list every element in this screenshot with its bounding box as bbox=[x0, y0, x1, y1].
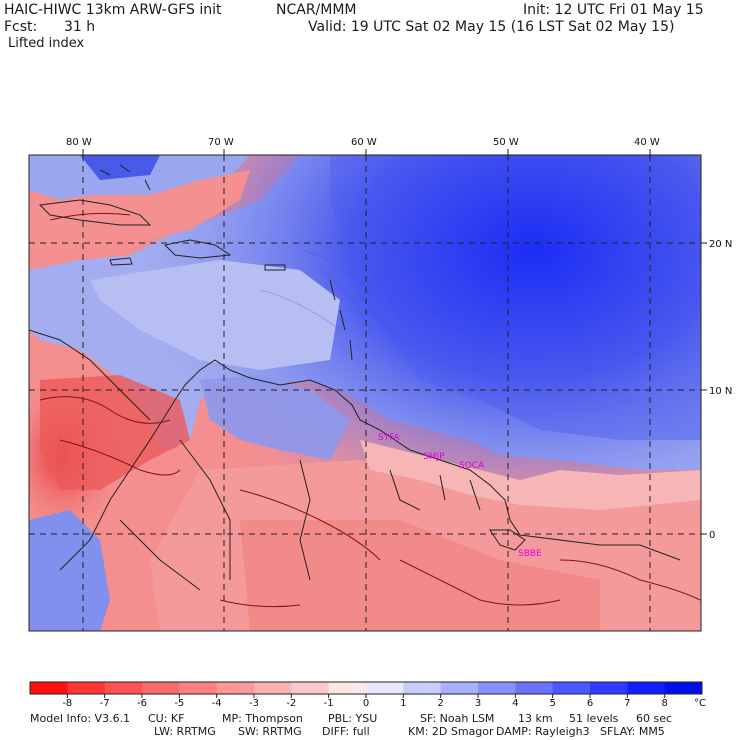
coastlines bbox=[29, 164, 681, 591]
footer-line-1: Model Info: V3.6.1 CU: KF MP: Thompson PBL:… bbox=[30, 712, 672, 725]
km-option: KM: 2D Smagor bbox=[408, 725, 494, 738]
colorbar-label: 5 bbox=[549, 698, 555, 709]
colorbar-swatch bbox=[440, 682, 479, 694]
colorbar-swatch bbox=[104, 682, 143, 694]
colorbar-label: -1 bbox=[324, 698, 334, 709]
colorbar-swatch bbox=[627, 682, 666, 694]
vertical-levels: 51 levels bbox=[569, 712, 619, 725]
lifted-index-field bbox=[29, 155, 701, 631]
colorbar-swatch bbox=[216, 682, 255, 694]
colorbar-label: 6 bbox=[587, 698, 593, 709]
pbl-scheme: PBL: YSU bbox=[328, 712, 378, 725]
map-frame bbox=[28, 154, 702, 632]
colorbar-label: -3 bbox=[249, 698, 259, 709]
graticule bbox=[29, 155, 701, 631]
model-info: Model Info: V3.6.1 bbox=[30, 712, 131, 725]
model-title: HAIC-HIWC 13km ARW-GFS init bbox=[4, 2, 222, 18]
damp-option: DAMP: Rayleigh3 bbox=[496, 725, 590, 738]
station-soca: SOCA bbox=[459, 461, 485, 471]
valid-time: Valid: 19 UTC Sat 02 May 15 (16 LST Sat … bbox=[308, 19, 675, 35]
lon-label-50w: 50 W bbox=[493, 137, 519, 148]
colorbar-swatch bbox=[664, 682, 703, 694]
colorbar-label: 0 bbox=[363, 698, 369, 709]
colorbar-label: -7 bbox=[100, 698, 110, 709]
colorbar-label: -4 bbox=[212, 698, 222, 709]
colorbar-swatch bbox=[590, 682, 628, 694]
station-syfa: SYFA bbox=[378, 433, 401, 443]
lat-label-20n: 20 N bbox=[709, 239, 732, 250]
sw-scheme: SW: RRTMG bbox=[238, 725, 302, 738]
forecast-label: Fcst: bbox=[4, 19, 38, 35]
time-step: 60 sec bbox=[636, 712, 673, 725]
colorbar-swatch bbox=[478, 682, 516, 694]
cu-scheme: CU: KF bbox=[148, 712, 185, 725]
forecast-hour: 31 h bbox=[64, 19, 96, 35]
colorbar-swatch bbox=[366, 682, 404, 694]
colorbar-label: 3 bbox=[475, 698, 481, 709]
colorbar-swatch bbox=[515, 682, 554, 694]
colorbar-label: -6 bbox=[137, 698, 147, 709]
tick-marks bbox=[82, 149, 707, 535]
sf-scheme: SF: Noah LSM bbox=[420, 712, 495, 725]
colorbar-swatch bbox=[67, 682, 106, 694]
colorbar-swatch bbox=[30, 682, 68, 694]
colorbar-swatch bbox=[552, 682, 591, 694]
sflay-option: SFLAY: MM5 bbox=[600, 725, 665, 738]
colorbar: -8 -7 -6 -5 -4 -3 -2 -1 0 1 2 3 4 5 6 7 8 °C bbox=[29, 681, 706, 709]
colorbar-swatch bbox=[142, 682, 180, 694]
colorbar-swatch bbox=[254, 682, 292, 694]
lon-label-40w: 40 W bbox=[634, 137, 660, 148]
lat-label-0: 0 bbox=[709, 530, 715, 541]
colorbar-label: 4 bbox=[512, 698, 518, 709]
lw-scheme: LW: RRTMG bbox=[154, 725, 216, 738]
colorbar-label: -5 bbox=[174, 698, 184, 709]
grid-spacing: 13 km bbox=[518, 712, 553, 725]
field-name: Lifted index bbox=[8, 36, 85, 51]
lon-label-80w: 80 W bbox=[66, 137, 92, 148]
lon-label-70w: 70 W bbox=[208, 137, 234, 148]
colorbar-swatch bbox=[291, 682, 330, 694]
colorbar-swatch bbox=[328, 682, 367, 694]
station-sbbe: SBBE bbox=[518, 549, 542, 559]
lat-label-10n: 10 N bbox=[709, 386, 732, 397]
colorbar-unit: °C bbox=[694, 698, 706, 709]
org-label: NCAR/MMM bbox=[276, 2, 357, 18]
colorbar-label: 2 bbox=[437, 698, 443, 709]
colorbar-label: 1 bbox=[400, 698, 406, 709]
colorbar-label: 7 bbox=[624, 698, 630, 709]
mp-scheme: MP: Thompson bbox=[222, 712, 303, 725]
station-smjp: SMJP bbox=[423, 452, 445, 462]
colorbar-label: 8 bbox=[661, 698, 667, 709]
footer-line-2: LW: RRTMG SW: RRTMG DIFF: full KM: 2D Smago… bbox=[154, 725, 665, 738]
li-contours bbox=[39, 212, 701, 608]
colorbar-swatch bbox=[179, 682, 218, 694]
lon-label-60w: 60 W bbox=[351, 137, 377, 148]
colorbar-label: -8 bbox=[62, 698, 72, 709]
diff-option: DIFF: full bbox=[322, 725, 370, 738]
colorbar-label: -2 bbox=[286, 698, 296, 709]
colorbar-swatch bbox=[403, 682, 442, 694]
init-time: Init: 12 UTC Fri 01 May 15 bbox=[523, 2, 704, 18]
